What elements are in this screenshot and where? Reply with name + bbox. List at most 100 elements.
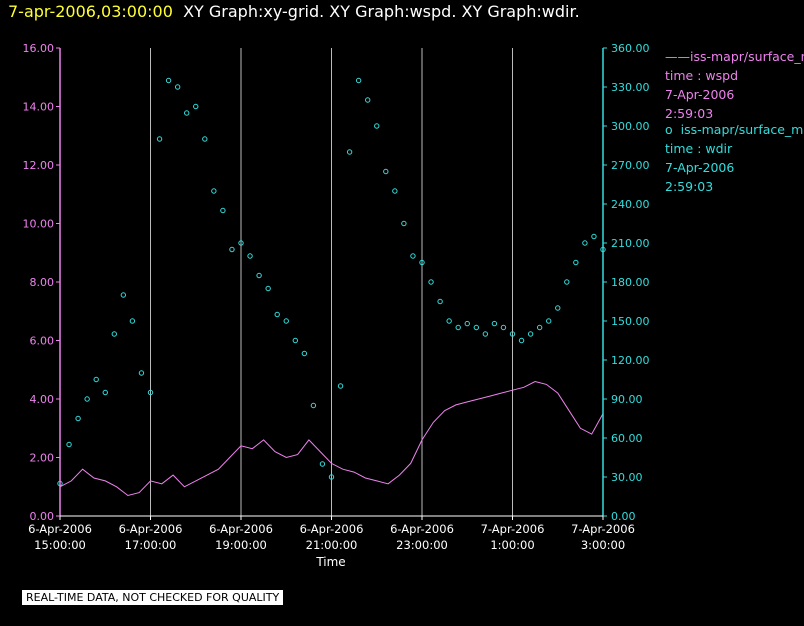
wdir-point — [138, 370, 145, 376]
right-tick-label: 330.00 — [611, 81, 650, 94]
right-tick-label: 180.00 — [611, 276, 650, 289]
right-tick-label: 210.00 — [611, 237, 650, 250]
wdir-point — [229, 246, 235, 253]
legend-date: 7-Apr-2006 — [665, 87, 735, 102]
wdir-point — [283, 318, 289, 324]
legend-circle-marker: o — [665, 122, 673, 137]
wdir-point — [555, 305, 561, 311]
right-tick-label: 30.00 — [611, 471, 643, 484]
wdir-point — [147, 389, 154, 396]
wdir-point — [365, 97, 371, 103]
wdir-point — [174, 84, 181, 90]
wdir-point — [437, 298, 443, 305]
right-tick-label: 270.00 — [611, 159, 650, 172]
wdir-point — [211, 188, 217, 194]
x-tick-time: 3:00:00 — [581, 538, 625, 552]
right-tick-label: 120.00 — [611, 354, 650, 367]
wdir-point — [464, 320, 470, 327]
right-tick-label: 150.00 — [611, 315, 650, 328]
wdir-point — [346, 149, 353, 155]
left-tick-label: 8.00 — [30, 276, 55, 289]
wdir-point — [410, 253, 416, 259]
legend-time: 2:59:03 — [665, 179, 714, 194]
left-tick-label: 10.00 — [23, 218, 55, 231]
wdir-point — [129, 318, 136, 324]
x-tick-time: 23:00:00 — [396, 538, 448, 552]
right-tick-label: 240.00 — [611, 198, 650, 211]
wdir-point — [374, 123, 380, 129]
wdir-point — [220, 207, 226, 214]
wdir-point — [66, 441, 72, 448]
wdir-point — [292, 337, 298, 344]
left-tick-label: 14.00 — [23, 101, 55, 114]
wdir-point — [428, 279, 434, 285]
legend-wspd: ——iss-mapr/surface_m time : wspd 7-Apr-2… — [665, 47, 804, 123]
left-tick-label: 2.00 — [30, 452, 55, 465]
wdir-point — [120, 292, 127, 298]
wdir-point — [319, 461, 326, 467]
wdir-point — [265, 285, 271, 292]
left-tick-label: 12.00 — [23, 159, 55, 172]
x-tick-date: 6-Apr-2006 — [119, 522, 183, 536]
legend-wdir: o iss-mapr/surface_m time : wdir 7-Apr-2… — [665, 120, 803, 196]
wdir-point — [455, 324, 461, 331]
wdir-point — [355, 77, 362, 84]
wdir-point — [482, 331, 489, 337]
legend-variable: time : wspd — [665, 68, 739, 83]
wdir-point — [238, 240, 244, 246]
x-tick-date: 7-Apr-2006 — [571, 522, 635, 536]
wdir-point — [102, 389, 108, 396]
left-tick-label: 0.00 — [30, 510, 55, 523]
wdir-point — [392, 188, 398, 194]
wdir-point — [274, 311, 280, 318]
x-tick-date: 6-Apr-2006 — [28, 522, 92, 536]
wdir-point — [383, 168, 389, 175]
wdir-point — [328, 474, 335, 480]
right-tick-label: 360.00 — [611, 42, 650, 55]
legend-time: 2:59:03 — [665, 106, 714, 121]
legend-date: 7-Apr-2006 — [665, 160, 735, 175]
wdir-point — [184, 110, 190, 116]
wdir-point — [500, 324, 507, 331]
axes: 0.00 2.00 4.00 6.00 8.00 10.00 12.00 14.00 16.00… — [23, 42, 650, 552]
header-graph-titles: XY Graph:xy-grid. XY Graph:wspd. XY Grap… — [183, 2, 580, 21]
right-tick-label: 0.00 — [611, 510, 636, 523]
wdir-point — [165, 77, 172, 84]
x-tick-date: 6-Apr-2006 — [209, 522, 273, 536]
wdir-point — [564, 279, 570, 285]
wdir-point — [573, 259, 579, 266]
right-tick-label: 90.00 — [611, 393, 643, 406]
wdir-point — [75, 415, 81, 422]
chart-header: 7-apr-2006,03:00:00 XY Graph:xy-grid. XY… — [8, 2, 580, 21]
x-tick-time: 21:00:00 — [306, 538, 358, 552]
legend-series-name: iss-mapr/surface_m — [690, 49, 804, 64]
wdir-point — [337, 383, 344, 389]
x-tick-time: 15:00:00 — [34, 538, 86, 552]
wdir-point — [591, 233, 597, 240]
wdir-point — [446, 318, 452, 324]
quality-disclaimer: REAL-TIME DATA, NOT CHECKED FOR QUALITY — [21, 589, 285, 606]
left-tick-label: 6.00 — [30, 335, 55, 348]
wspd-series — [59, 380, 604, 497]
wdir-point — [247, 253, 253, 259]
grid-lines — [150, 48, 604, 516]
left-tick-label: 16.00 — [23, 42, 55, 55]
wdir-point — [84, 396, 90, 402]
wdir-point — [491, 320, 498, 327]
wdir-point — [202, 136, 208, 142]
right-tick-label: 300.00 — [611, 120, 650, 133]
wdir-point — [401, 220, 407, 227]
x-tick-time: 17:00:00 — [125, 538, 177, 552]
wdir-point — [93, 376, 99, 383]
x-tick-date: 6-Apr-2006 — [390, 522, 454, 536]
wdir-point — [509, 331, 516, 337]
legend-variable: time : wdir — [665, 141, 733, 156]
wdir-point — [156, 136, 163, 142]
wdir-point — [419, 259, 425, 266]
x-axis-label: Time — [315, 555, 345, 569]
wspd-line — [59, 380, 604, 497]
x-tick-time: 19:00:00 — [215, 538, 267, 552]
wdir-point — [256, 272, 262, 279]
legend-series-name: iss-mapr/surface_m — [680, 122, 804, 137]
